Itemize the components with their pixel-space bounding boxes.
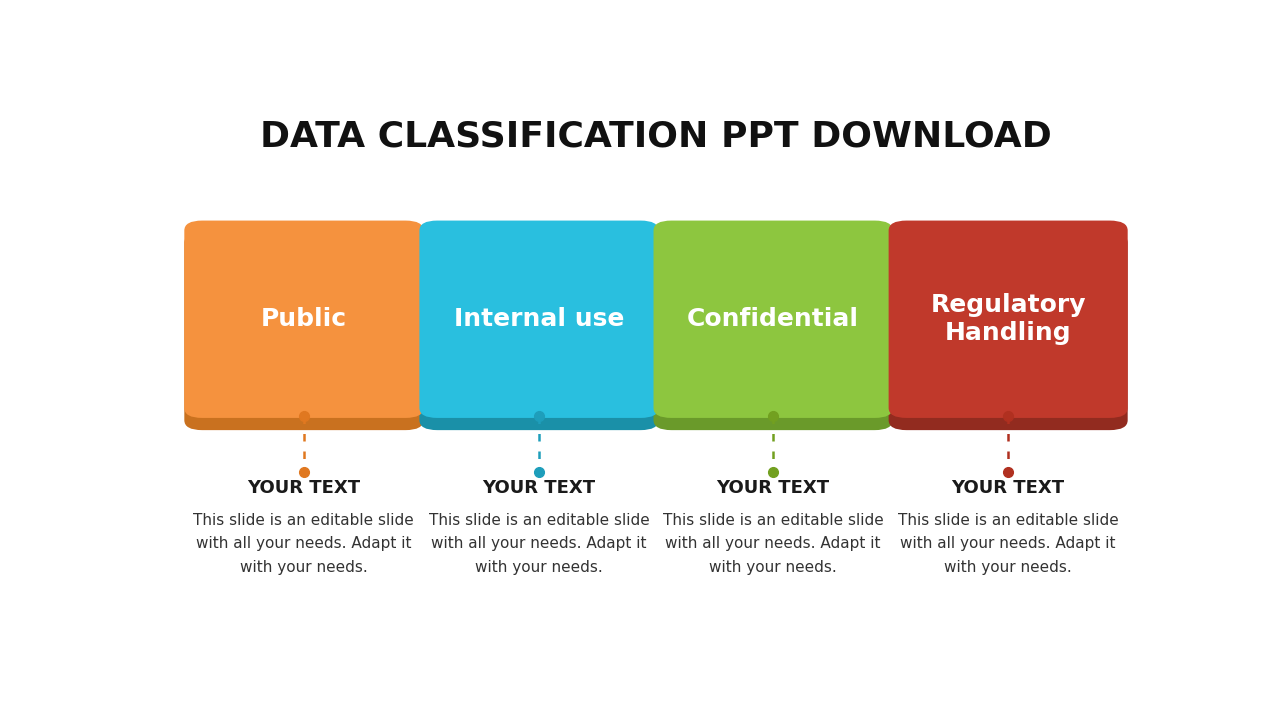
FancyBboxPatch shape <box>888 220 1128 418</box>
Text: YOUR TEXT: YOUR TEXT <box>483 480 595 498</box>
FancyBboxPatch shape <box>184 220 424 418</box>
FancyBboxPatch shape <box>420 220 658 418</box>
FancyBboxPatch shape <box>184 233 424 430</box>
FancyBboxPatch shape <box>888 233 1128 430</box>
Text: YOUR TEXT: YOUR TEXT <box>951 480 1065 498</box>
Text: YOUR TEXT: YOUR TEXT <box>247 480 361 498</box>
Text: Confidential: Confidential <box>687 307 859 331</box>
Text: This slide is an editable slide
with all your needs. Adapt it
with your needs.: This slide is an editable slide with all… <box>193 513 415 575</box>
Text: This slide is an editable slide
with all your needs. Adapt it
with your needs.: This slide is an editable slide with all… <box>663 513 883 575</box>
Text: Public: Public <box>261 307 347 331</box>
Text: DATA CLASSIFICATION PPT DOWNLOAD: DATA CLASSIFICATION PPT DOWNLOAD <box>260 120 1052 153</box>
Text: YOUR TEXT: YOUR TEXT <box>717 480 829 498</box>
Text: This slide is an editable slide
with all your needs. Adapt it
with your needs.: This slide is an editable slide with all… <box>897 513 1119 575</box>
Text: Internal use: Internal use <box>453 307 625 331</box>
FancyBboxPatch shape <box>654 220 892 418</box>
Text: This slide is an editable slide
with all your needs. Adapt it
with your needs.: This slide is an editable slide with all… <box>429 513 649 575</box>
FancyBboxPatch shape <box>654 233 892 430</box>
FancyBboxPatch shape <box>420 233 658 430</box>
Text: Regulatory
Handling: Regulatory Handling <box>931 293 1085 345</box>
